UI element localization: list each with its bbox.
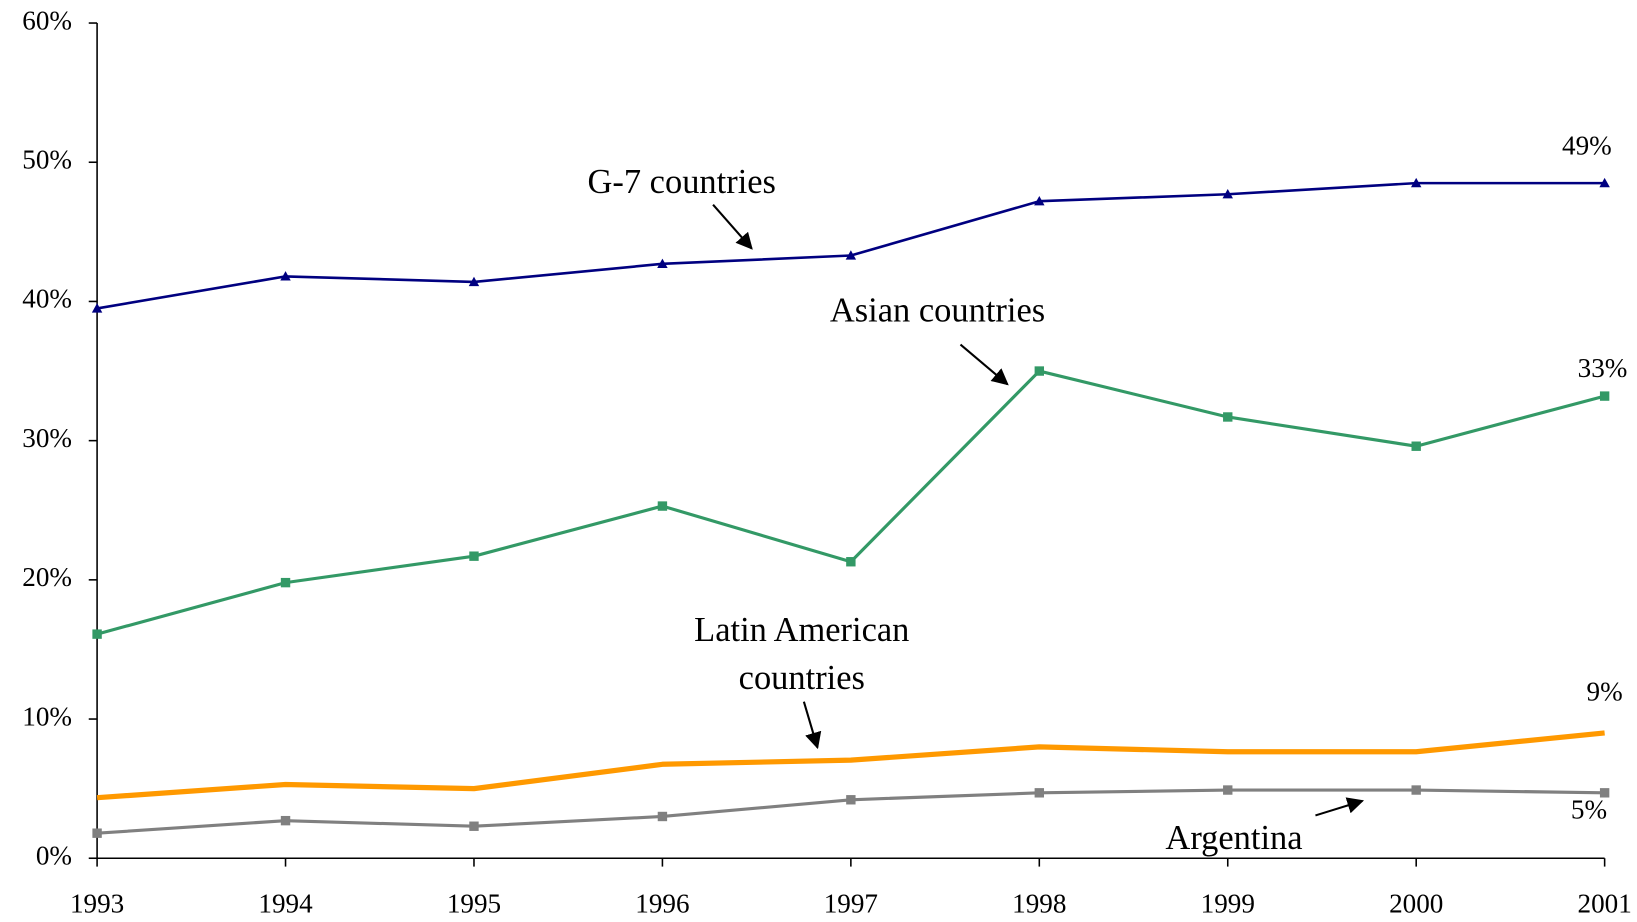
- x-tick-label: 1993: [70, 889, 124, 919]
- point-marker: [1599, 177, 1610, 188]
- point-marker: [1599, 391, 1610, 401]
- point-marker: [469, 551, 479, 561]
- x-tick-label: 1998: [1012, 889, 1066, 919]
- point-marker: [468, 276, 480, 287]
- x-tick-label: 2001: [1578, 889, 1632, 919]
- y-tick-label: 40%: [22, 284, 72, 314]
- series-callout: Latin American countries: [694, 611, 910, 698]
- point-marker: [845, 250, 857, 260]
- point-marker: [280, 815, 291, 826]
- y-tick-label: 30%: [22, 423, 72, 453]
- callout-arrow: [1315, 797, 1365, 817]
- point-marker: [1411, 785, 1421, 795]
- series-line: [96, 730, 1605, 801]
- value-label: 49%: [1562, 131, 1612, 161]
- x-tick-label: 2000: [1389, 889, 1443, 919]
- value-label: 5%: [1571, 795, 1607, 825]
- point-marker: [1410, 177, 1422, 188]
- point-marker: [657, 811, 668, 822]
- point-marker: [846, 557, 856, 567]
- series-name: Asian countries: [829, 292, 1046, 330]
- point-marker: [1599, 788, 1610, 798]
- point-marker: [280, 271, 291, 281]
- point-marker: [1034, 366, 1045, 376]
- callout-arrow: [802, 701, 822, 750]
- point-marker: [280, 577, 291, 588]
- series-callout: Asian countries: [829, 292, 1046, 330]
- point-marker: [1222, 189, 1233, 199]
- point-marker: [91, 303, 103, 313]
- series-callout: G-7 countries: [587, 163, 776, 202]
- point-marker: [657, 501, 668, 511]
- x-tick-label: 1995: [447, 889, 501, 919]
- series-callout: Argentina: [1165, 819, 1303, 858]
- callout-arrow: [712, 204, 753, 250]
- x-tick-label: 1994: [258, 889, 313, 919]
- series-name: G-7 countries: [587, 163, 776, 202]
- point-marker: [657, 258, 668, 269]
- y-tick-label: 50%: [22, 144, 72, 174]
- point-marker: [1411, 441, 1421, 451]
- value-label: 33%: [1578, 353, 1628, 383]
- point-marker: [1223, 412, 1233, 422]
- point-marker: [1034, 195, 1045, 206]
- series-name: Argentina: [1165, 819, 1303, 858]
- point-marker: [846, 795, 856, 805]
- y-tick-label: 20%: [22, 562, 72, 592]
- y-tick-label: 10%: [22, 701, 72, 731]
- y-tick-label: 0%: [36, 840, 72, 870]
- value-label: 9%: [1587, 677, 1623, 707]
- callout-arrow: [959, 343, 1009, 386]
- point-marker: [1223, 785, 1233, 795]
- y-tick-label: 60%: [22, 5, 72, 35]
- point-marker: [92, 828, 102, 838]
- point-marker: [469, 821, 479, 831]
- point-marker: [92, 629, 102, 639]
- x-tick-label: 1999: [1201, 889, 1255, 919]
- point-marker: [1034, 788, 1045, 798]
- series-name: Latin American countries: [694, 611, 910, 698]
- x-tick-label: 1997: [824, 889, 878, 919]
- x-tick-label: 1996: [635, 889, 689, 919]
